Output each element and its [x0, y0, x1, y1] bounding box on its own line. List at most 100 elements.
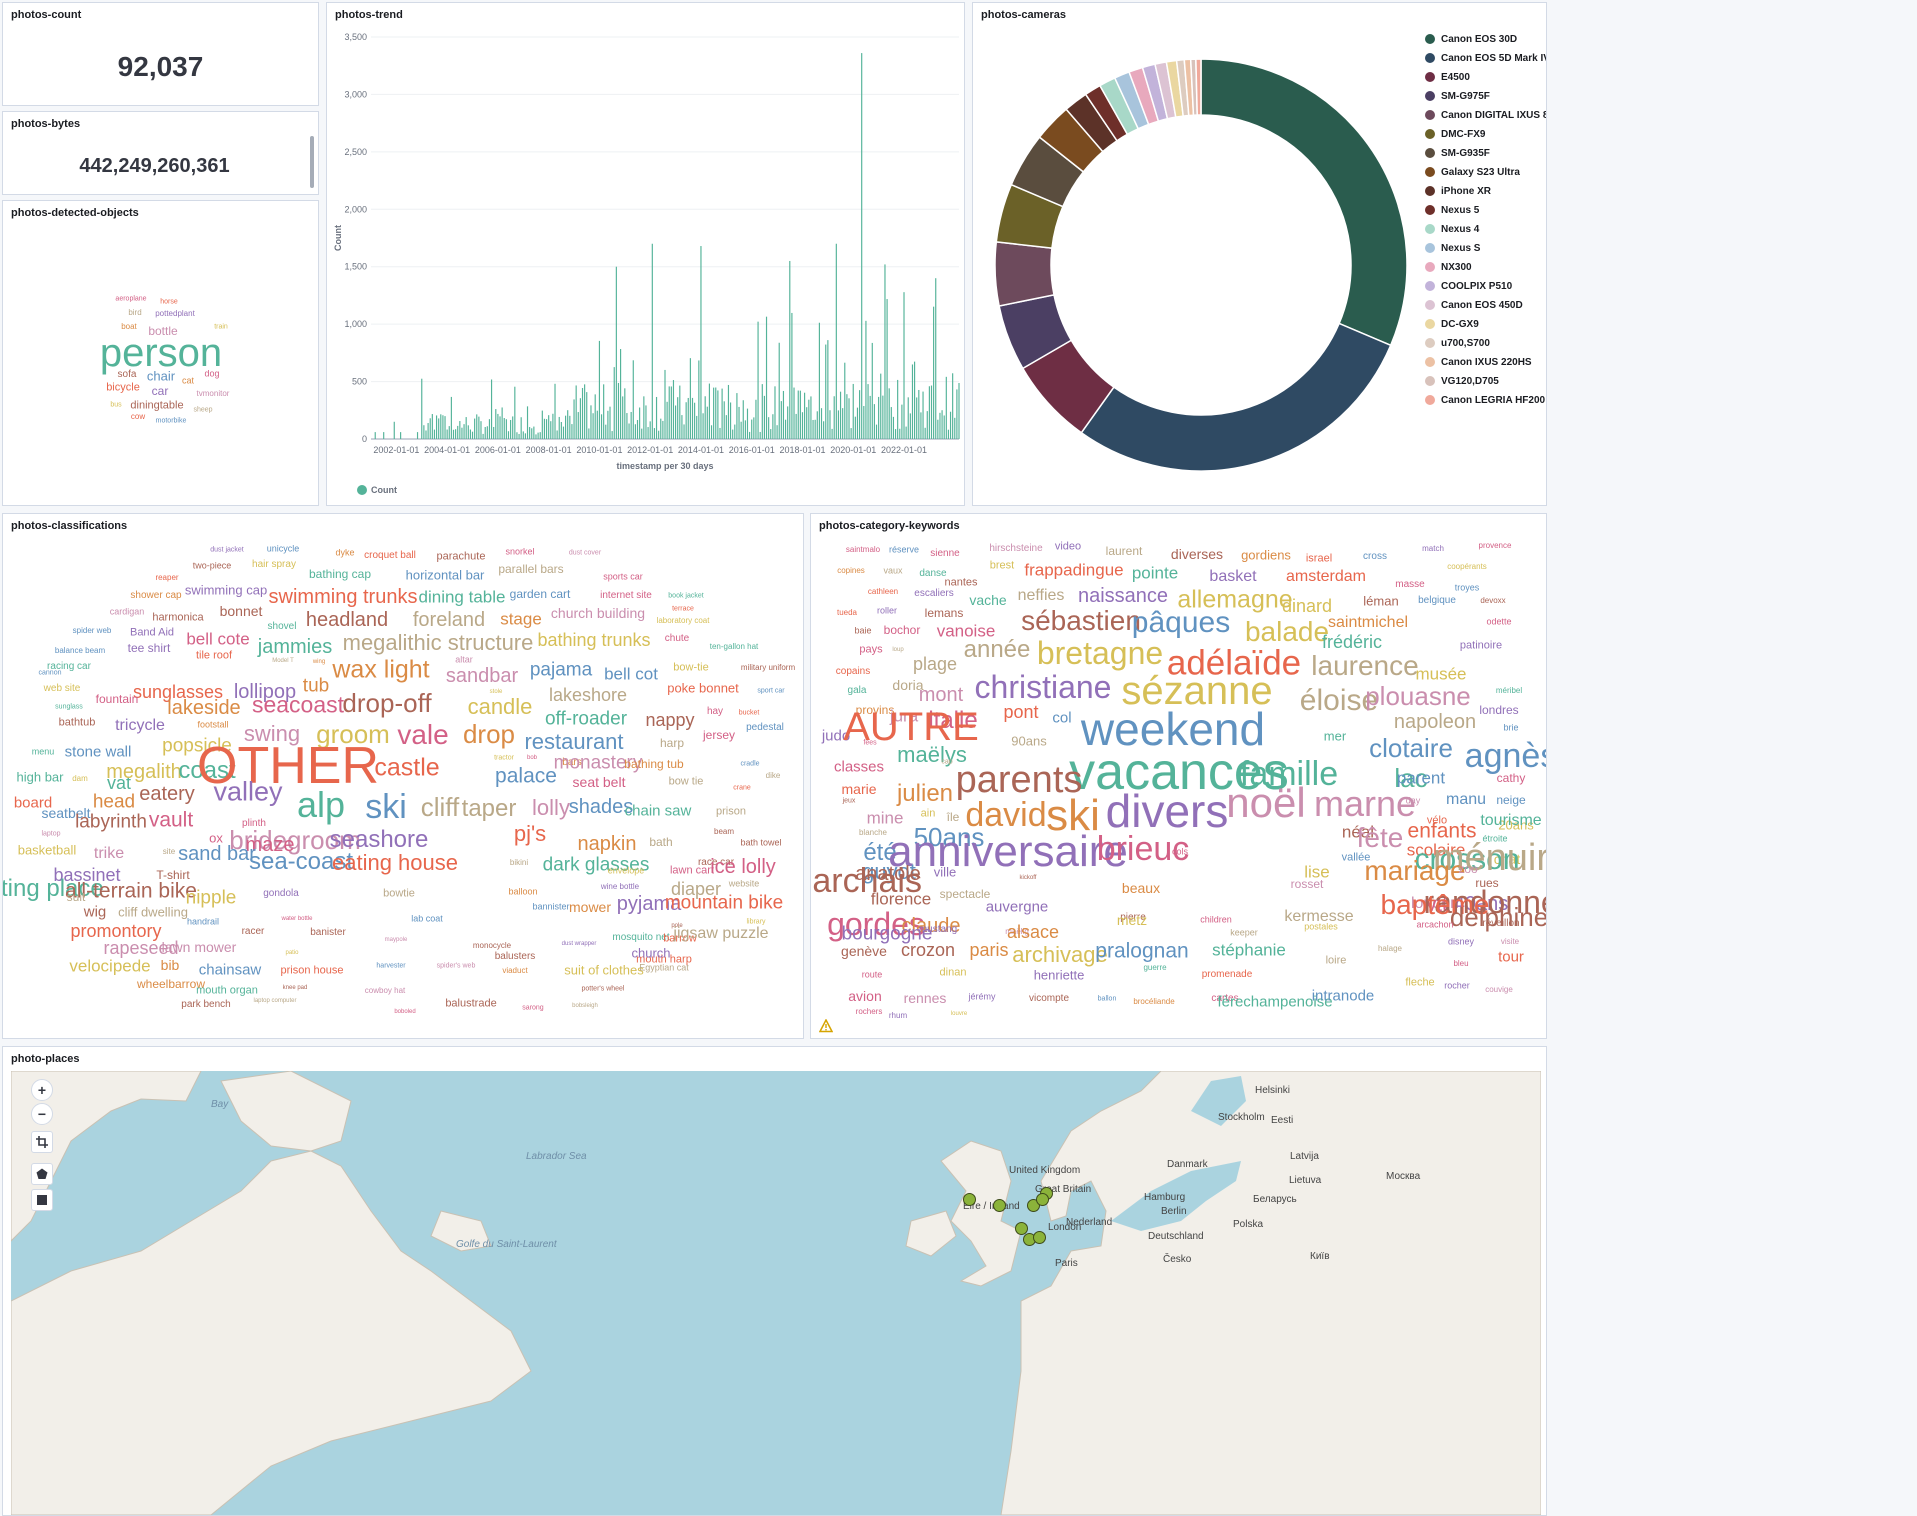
tagcloud-word[interactable]: dam: [72, 774, 88, 783]
tagcloud-word[interactable]: bell cot: [604, 664, 658, 684]
tagcloud-word[interactable]: suit of clothes: [564, 962, 644, 978]
tagcloud-word[interactable]: stole: [489, 689, 503, 695]
trend-bar[interactable]: [592, 413, 594, 439]
tagcloud-word[interactable]: parent: [1396, 768, 1446, 788]
trend-bar[interactable]: [757, 321, 759, 439]
trend-bar[interactable]: [651, 243, 653, 439]
trend-bar[interactable]: [865, 320, 867, 439]
tagcloud-word[interactable]: lakeshore: [548, 685, 628, 705]
tagcloud-word[interactable]: noël: [1226, 779, 1306, 826]
trend-bar[interactable]: [512, 416, 514, 439]
trend-bar[interactable]: [611, 431, 613, 439]
tagcloud-word[interactable]: tractor: [494, 754, 514, 762]
trend-bar[interactable]: [854, 416, 856, 439]
trend-bar[interactable]: [787, 406, 789, 439]
tagcloud-word[interactable]: agnès: [1464, 737, 1546, 775]
tagcloud-word[interactable]: bleu: [1453, 959, 1469, 968]
tagcloud-word[interactable]: Band Aid: [129, 626, 175, 639]
tagcloud-word[interactable]: eating place: [3, 875, 104, 902]
trend-bar[interactable]: [522, 431, 524, 439]
trend-bar[interactable]: [603, 384, 605, 439]
tagcloud-word[interactable]: londres: [1479, 703, 1519, 717]
tagcloud-word[interactable]: archivage: [1012, 942, 1108, 967]
trend-bar[interactable]: [856, 407, 859, 439]
trend-bar[interactable]: [920, 412, 922, 439]
tagcloud-word[interactable]: monastery: [553, 752, 643, 774]
trend-bar[interactable]: [605, 424, 607, 439]
tagcloud-word[interactable]: plinth: [242, 818, 266, 829]
tagcloud-word[interactable]: saintmalo: [845, 545, 881, 554]
tagcloud-word[interactable]: unicycle: [266, 543, 300, 554]
tagcloud-word[interactable]: éloise: [1299, 684, 1379, 717]
trend-bar[interactable]: [937, 419, 939, 439]
trend-bar[interactable]: [613, 367, 615, 439]
tagcloud-word[interactable]: devoxx: [1480, 596, 1506, 605]
tagcloud-word[interactable]: ville: [933, 864, 957, 880]
tagcloud-word[interactable]: guerre: [1143, 963, 1167, 972]
trend-bar[interactable]: [738, 406, 740, 439]
trend-bar[interactable]: [742, 400, 744, 439]
tagcloud-word[interactable]: AUTRE: [843, 705, 979, 749]
tagcloud-word[interactable]: chain saw: [624, 802, 692, 820]
trend-bar[interactable]: [689, 358, 691, 439]
trend-bar[interactable]: [926, 411, 928, 439]
zoom-out-button[interactable]: −: [31, 1103, 53, 1125]
tagcloud-word[interactable]: jigsaw puzzle: [673, 925, 769, 942]
photo-places-map[interactable]: Helsinki Stockholm Eesti Latvija Lietuva Моск…: [11, 1071, 1541, 1515]
tagcloud-word[interactable]: cowboy hat: [364, 986, 406, 995]
legend-item[interactable]: Canon IXUS 220HS: [1425, 354, 1532, 370]
trend-bar[interactable]: [628, 423, 630, 439]
tagcloud-word[interactable]: race car: [697, 857, 735, 868]
trend-bar[interactable]: [484, 427, 486, 439]
trend-bar[interactable]: [558, 416, 560, 439]
tagcloud-word[interactable]: troyes: [1454, 582, 1480, 593]
trend-bar[interactable]: [765, 316, 768, 439]
trend-bar[interactable]: [400, 432, 402, 439]
tagcloud-word[interactable]: match: [1422, 544, 1444, 553]
trend-bar[interactable]: [702, 413, 704, 439]
trend-bar[interactable]: [820, 408, 823, 439]
tagcloud-word[interactable]: bow-tie: [673, 661, 709, 674]
tagcloud-word[interactable]: bottle: [148, 324, 178, 338]
tagcloud-word[interactable]: rosset: [1290, 877, 1324, 891]
trend-bar[interactable]: [543, 418, 546, 439]
tagcloud-word[interactable]: halage: [1377, 944, 1403, 953]
tagcloud-word[interactable]: ménuires: [1432, 837, 1547, 879]
tagcloud-word[interactable]: bob: [526, 755, 538, 761]
trend-bar[interactable]: [804, 392, 806, 439]
tagcloud-word[interactable]: henriette: [1033, 967, 1085, 983]
tagcloud-word[interactable]: dust cover: [568, 549, 602, 557]
tagcloud-word[interactable]: disney: [1447, 936, 1475, 947]
tagcloud-word[interactable]: chair: [146, 368, 176, 384]
tagcloud-word[interactable]: poke bonnet: [667, 680, 739, 696]
map-marker[interactable]: [1033, 1231, 1046, 1244]
tagcloud-word[interactable]: monocycle: [472, 941, 512, 950]
trend-bar[interactable]: [501, 407, 503, 439]
trend-bar[interactable]: [691, 397, 694, 439]
trend-bar[interactable]: [620, 349, 622, 439]
tagcloud-word[interactable]: néal: [1341, 822, 1375, 842]
tagcloud-word[interactable]: mouth organ: [196, 984, 258, 997]
tagcloud-word[interactable]: velocipede: [69, 956, 151, 976]
trend-bar[interactable]: [867, 384, 869, 439]
panel-scrollbar[interactable]: [310, 136, 314, 188]
tagcloud-word[interactable]: boat: [121, 322, 137, 331]
tagcloud-word[interactable]: delphine: [1449, 902, 1547, 932]
legend-label[interactable]: Count: [371, 485, 397, 495]
tagcloud-word[interactable]: dust jacket: [210, 546, 244, 554]
tagcloud-word[interactable]: lollipop: [233, 681, 297, 703]
tagcloud-word[interactable]: masse: [1395, 579, 1425, 590]
trend-bar[interactable]: [732, 429, 734, 439]
trend-bar[interactable]: [505, 419, 507, 439]
trend-bar[interactable]: [660, 418, 662, 439]
trend-bar[interactable]: [493, 426, 495, 439]
tagcloud-word[interactable]: patio: [285, 950, 299, 956]
tagcloud-word[interactable]: maypole: [384, 937, 408, 943]
trend-bar[interactable]: [433, 429, 436, 439]
trend-bar[interactable]: [719, 427, 721, 439]
trend-bar[interactable]: [510, 419, 512, 439]
trend-bar[interactable]: [490, 379, 493, 439]
tagcloud-word[interactable]: harmonica: [152, 611, 204, 624]
tagcloud-word[interactable]: crozon: [900, 940, 956, 960]
tagcloud-word[interactable]: cartes: [1211, 993, 1239, 1004]
